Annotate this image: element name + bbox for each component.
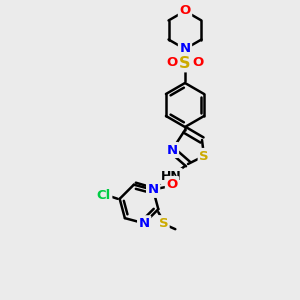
Text: Cl: Cl [97,189,111,202]
Text: S: S [179,56,191,70]
Text: O: O [167,178,178,190]
Text: N: N [167,143,178,157]
Text: HN: HN [160,169,182,182]
Text: N: N [139,217,150,230]
Text: N: N [179,43,191,56]
Text: O: O [179,4,191,17]
Text: N: N [148,183,159,196]
Text: S: S [199,149,209,163]
Text: O: O [192,56,204,70]
Text: S: S [158,217,168,230]
Text: O: O [167,56,178,70]
